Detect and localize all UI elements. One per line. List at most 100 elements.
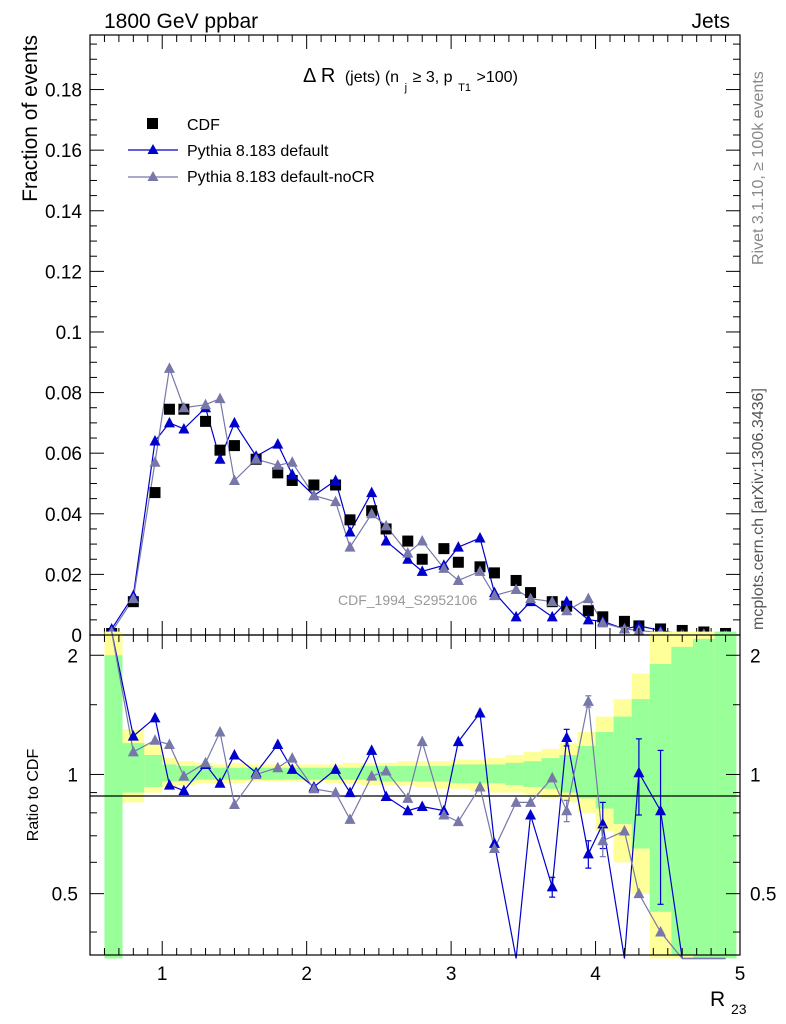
ratio-point-nocr — [597, 834, 609, 846]
ratio-y-tick-label-right: 0.5 — [750, 885, 776, 906]
ratio-point-default — [402, 804, 414, 816]
ratio-point-nocr — [416, 735, 428, 747]
y-tick-label: 0.08 — [45, 384, 82, 405]
ratio-point-nocr — [655, 926, 667, 937]
nocr-point — [272, 459, 284, 470]
legend-nocr-marker — [147, 171, 159, 181]
cdf-point — [272, 467, 284, 479]
default-point — [163, 416, 175, 428]
green-band-bin — [212, 767, 228, 780]
ratio-point-nocr — [214, 726, 226, 737]
default-point — [510, 610, 522, 622]
series-line-nocr — [111, 368, 726, 636]
nocr-point — [127, 592, 139, 604]
ratio-point-default — [214, 777, 226, 788]
ratio-point-default — [416, 800, 428, 812]
cdf-point — [214, 444, 226, 456]
green-band-bin — [266, 767, 285, 780]
nocr-point — [546, 595, 558, 607]
ratio-point-default — [474, 706, 486, 718]
ratio-y-tick-label: 0.5 — [52, 885, 78, 906]
default-point — [402, 553, 414, 564]
ratio-point-nocr — [286, 752, 298, 763]
ratio-y-axis-label: Ratio to CDF — [25, 749, 42, 842]
ratio-point-default — [163, 779, 175, 790]
default-point — [178, 422, 190, 434]
cdf-point — [286, 474, 298, 486]
cdf-point — [618, 615, 630, 627]
watermark: CDF_1994_S2952106 — [338, 592, 478, 608]
ratio-point-nocr — [127, 745, 139, 757]
green-band-bin — [415, 766, 434, 782]
green-band-bin — [693, 638, 715, 959]
default-point — [474, 532, 486, 543]
nocr-point — [330, 495, 342, 507]
ratio-y-tick-label: 1 — [67, 765, 78, 786]
cdf-point — [308, 479, 320, 491]
ratio-point-default — [272, 738, 284, 750]
nocr-point — [200, 398, 212, 410]
nocr-point — [286, 456, 298, 467]
default-point — [330, 474, 342, 485]
ratio-point-nocr — [582, 695, 594, 706]
ratio-point-nocr — [546, 771, 558, 783]
green-band-bin — [671, 646, 694, 955]
ratio-point-default — [286, 763, 298, 774]
ratio-point-default — [366, 744, 378, 755]
nocr-point — [163, 362, 175, 373]
nocr-point — [510, 583, 522, 595]
green-band-bin — [541, 758, 560, 789]
green-band-bin — [595, 732, 614, 809]
nocr-point — [438, 562, 450, 573]
ratio-point-default — [127, 730, 139, 741]
nocr-point — [402, 547, 414, 558]
green-band-bin — [194, 766, 213, 780]
default-point — [380, 535, 392, 546]
header-right-label: Jets — [691, 10, 730, 33]
legend-nocr-label: Pythia 8.183 default-noCR — [187, 169, 375, 186]
default-point — [149, 435, 161, 446]
green-band-bin — [342, 767, 361, 780]
ratio-point-default — [525, 808, 537, 820]
ratio-point-default — [633, 766, 645, 778]
header-left-label: 1800 GeV ppbar — [104, 10, 258, 33]
cdf-point — [402, 535, 414, 547]
nocr-point — [416, 535, 428, 546]
green-band-bin — [162, 764, 177, 782]
title-t1: T1 — [458, 82, 471, 94]
y-tick-label: 0.02 — [45, 565, 82, 586]
default-point — [366, 486, 378, 498]
green-band-bin — [144, 754, 163, 787]
nocr-point — [525, 592, 537, 604]
nocr-point — [380, 519, 392, 531]
cdf-point — [488, 567, 500, 579]
ratio-point-default — [380, 790, 392, 801]
ratio-point-default — [178, 784, 190, 796]
x-axis-label-sub: 23 — [731, 1001, 747, 1017]
y-tick-label: 0.18 — [45, 81, 82, 102]
green-band-bin — [433, 766, 452, 782]
x-tick-label: 2 — [301, 964, 312, 985]
title-main: Δ R — [303, 65, 335, 87]
title-j: j — [404, 82, 407, 94]
green-band-bin — [487, 764, 506, 784]
x-axis-label: R 23 — [710, 988, 747, 1017]
ratio-point-nocr — [525, 796, 537, 807]
cdf-point — [228, 440, 240, 452]
nocr-point — [214, 392, 226, 404]
nocr-point — [597, 616, 609, 628]
y-tick-label: 0.16 — [45, 141, 82, 162]
ratio-point-nocr — [330, 786, 342, 798]
green-band-bin — [613, 716, 632, 824]
ratio-point-nocr — [228, 798, 240, 809]
rivet-label: Rivet 3.1.10, ≥ 100k events — [750, 71, 767, 265]
ratio-point-nocr — [366, 770, 378, 781]
nocr-point — [582, 592, 594, 604]
y-tick-label: 0.1 — [56, 323, 82, 344]
default-point — [582, 613, 594, 625]
title-sub: (jets) (n — [345, 69, 399, 86]
ratio-point-nocr — [452, 815, 464, 827]
ratio-point-nocr — [250, 768, 262, 779]
default-point — [416, 565, 428, 576]
